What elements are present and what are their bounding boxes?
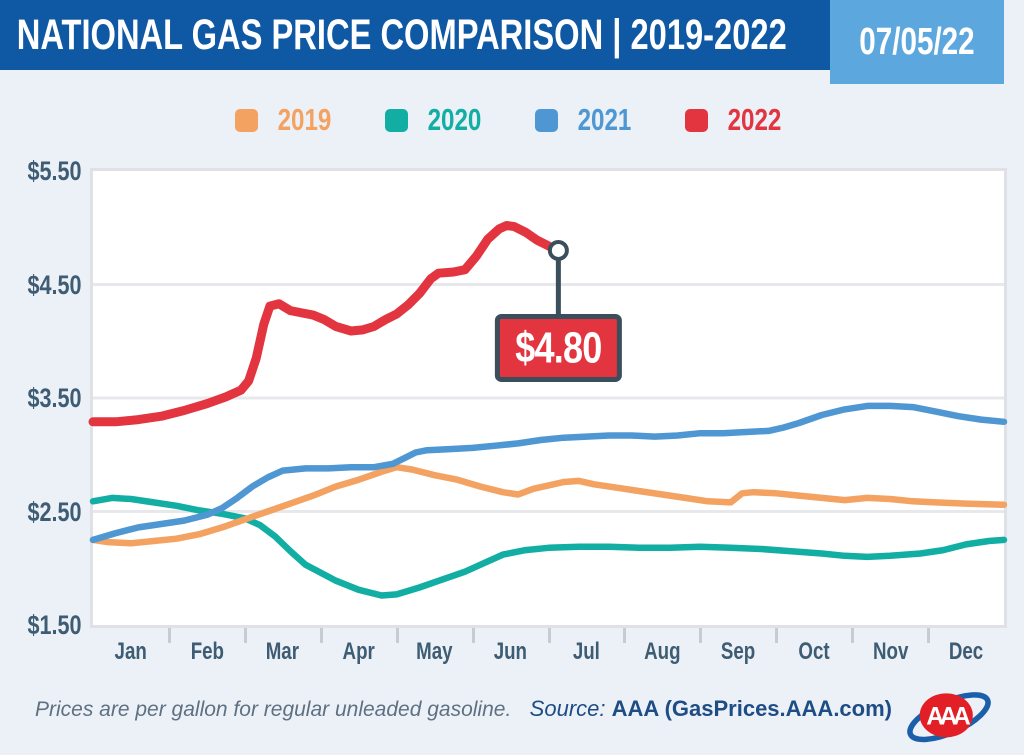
legend-label: 2021: [577, 102, 632, 137]
x-axis-tick: [319, 628, 323, 643]
legend-swatch-2022: [684, 108, 708, 132]
y-axis-label: $5.50: [0, 158, 82, 185]
endpoint-marker: [547, 239, 569, 261]
header-bar: NATIONAL GAS PRICE COMPARISON | 2019-202…: [0, 0, 832, 70]
series-line-2021: [89, 402, 1008, 544]
x-axis-label-text: Sep: [721, 638, 756, 665]
legend-swatch-2019: [235, 108, 259, 132]
x-axis-label-Oct: Oct: [776, 638, 852, 668]
y-axis-label: $2.50: [0, 496, 82, 527]
x-axis-label-text: Nov: [872, 638, 908, 665]
x-axis-label-Jul: Jul: [549, 638, 625, 668]
x-axis-label-Jan: Jan: [93, 638, 169, 668]
y-axis-label-text: $3.50: [27, 383, 82, 413]
x-axis-tick: [851, 628, 855, 643]
y-axis-label: $4.50: [0, 269, 82, 300]
x-axis-label-Sep: Sep: [700, 638, 776, 668]
x-axis-tick: [927, 628, 931, 643]
legend-item-2022: 2022: [684, 102, 789, 138]
source-prefix: Source:: [529, 696, 606, 721]
x-axis-label-text: Jan: [114, 638, 148, 665]
x-axis-label-Apr: Apr: [321, 638, 397, 668]
x-axis-label-text: Jul: [572, 638, 601, 665]
line-chart: $4.80: [88, 221, 1008, 599]
y-axis-label-text: $4.50: [27, 269, 82, 300]
x-axis-tick: [547, 628, 551, 643]
x-axis-label-Nov: Nov: [852, 638, 928, 668]
x-axis-label-text: Apr: [342, 638, 375, 665]
x-axis-label-Mar: Mar: [245, 638, 321, 668]
callout-box: [494, 313, 622, 382]
x-axis-label-Feb: Feb: [169, 638, 245, 668]
legend-label: 2022: [727, 102, 782, 137]
x-axis-label-text: May: [416, 638, 453, 665]
source-text: AAA (GasPrices.AAA.com): [611, 696, 892, 721]
legend-swatch-2021: [535, 108, 558, 132]
aaa-logo: AAA: [907, 692, 991, 743]
chart-legend: 2019 2020 2021 2022: [0, 102, 1024, 138]
x-axis-tick: [395, 628, 399, 643]
x-axis-tick: [623, 628, 627, 643]
logo-text: AAA: [926, 704, 971, 731]
x-axis-label-text: Oct: [798, 638, 830, 665]
x-axis-tick: [167, 628, 171, 643]
x-axis-tick: [775, 628, 779, 643]
plot-area: $4.80: [88, 168, 1008, 628]
source-line: Source: AAA (GasPrices.AAA.com): [530, 696, 892, 722]
x-axis-tick: [243, 628, 247, 643]
x-axis-label-Aug: Aug: [624, 638, 700, 668]
x-axis-labels: Jan Feb Mar Apr May Jun Jul Aug Sep Oct Nov Dec: [93, 638, 1004, 668]
x-axis-label-text: Feb: [190, 638, 224, 665]
date-label: 07/05/22: [859, 20, 975, 63]
date-box: 07/05/22: [830, 0, 1004, 84]
x-axis-label-text: Dec: [948, 638, 984, 665]
callout-value: $4.80: [515, 323, 601, 372]
legend-swatch-2020: [385, 108, 409, 132]
x-axis-label-May: May: [397, 638, 473, 668]
x-axis-label-text: Aug: [644, 638, 681, 665]
x-axis-label-text: Jun: [493, 638, 528, 665]
legend-item-2021: 2021: [535, 102, 639, 138]
footnote: Prices are per gallon for regular unlead…: [35, 698, 512, 721]
legend-item-2020: 2020: [385, 102, 489, 138]
series-line-2019: [89, 463, 1008, 547]
series-line-2022: [88, 221, 563, 427]
x-axis-tick: [471, 628, 475, 643]
x-axis-label-text: Mar: [266, 638, 300, 665]
series-line-2020: [89, 494, 1008, 599]
y-axis-label-text: $1.50: [27, 610, 82, 640]
y-axis-label: $3.50: [0, 385, 82, 412]
logo-oval: [919, 693, 973, 738]
legend-item-2019: 2019: [235, 102, 339, 138]
y-axis-label: $1.50: [0, 612, 82, 639]
page-title: NATIONAL GAS PRICE COMPARISON | 2019-202…: [16, 10, 787, 59]
x-axis-label-Dec: Dec: [928, 638, 1004, 668]
y-axis-label-text: $5.50: [27, 156, 82, 186]
legend-label: 2019: [277, 102, 332, 137]
x-axis-tick: [699, 628, 703, 643]
legend-label: 2020: [427, 102, 482, 137]
x-axis-label-Jun: Jun: [473, 638, 549, 668]
y-axis-label-text: $2.50: [27, 496, 82, 527]
